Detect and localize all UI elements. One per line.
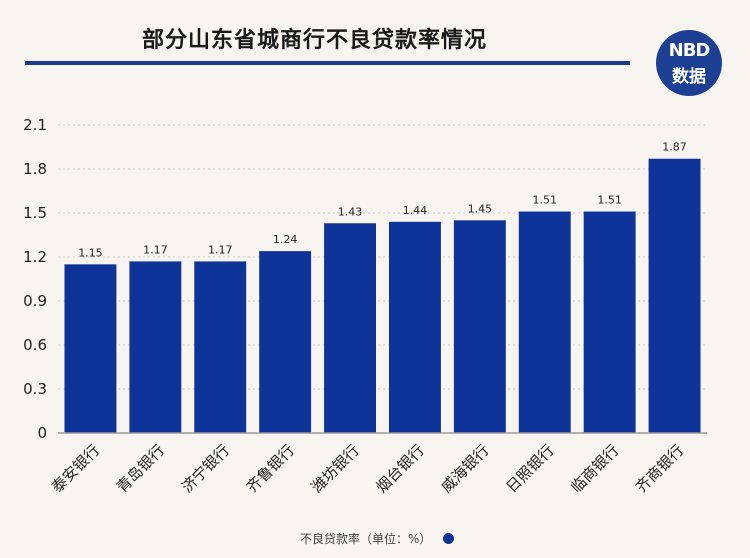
x-tick-label: 泰安银行	[48, 441, 103, 496]
x-tick-label: 临商银行	[567, 441, 622, 496]
data-label: 1.24	[273, 233, 298, 246]
x-tick-label: 威海银行	[438, 441, 493, 496]
x-tick-label: 日照银行	[502, 441, 557, 496]
x-tick-label: 青岛银行	[113, 441, 168, 496]
x-tick-label: 潍坊银行	[308, 441, 363, 496]
logo-text-top: NBD	[668, 40, 711, 61]
y-tick-label: 0.6	[23, 336, 47, 354]
data-label: 1.51	[597, 194, 622, 207]
legend-swatch	[443, 532, 455, 544]
data-label: 1.45	[468, 202, 493, 215]
y-tick-label: 1.8	[23, 160, 47, 178]
bars	[64, 158, 701, 433]
title-underline	[25, 61, 630, 65]
bar	[453, 220, 506, 433]
y-tick-label: 1.5	[23, 204, 47, 222]
data-label: 1.17	[208, 243, 233, 256]
x-axis-ticks: 泰安银行 青岛银行 济宁银行 齐鲁银行 潍坊银行 烟台银行 威海银行 日照银行 临商银行 齐商银行	[48, 441, 687, 496]
y-tick-label: 0	[37, 424, 47, 442]
bar	[583, 211, 636, 433]
legend: 不良贷款率（单位：%）	[300, 530, 455, 546]
data-label: 1.87	[662, 141, 687, 154]
y-tick-label: 0.3	[23, 380, 47, 398]
data-label: 1.15	[78, 246, 103, 259]
bar	[518, 211, 571, 433]
x-tick-label: 济宁银行	[178, 441, 233, 496]
bar	[648, 158, 701, 433]
x-tick-label: 烟台银行	[373, 441, 428, 496]
y-axis-ticks: 0 0.3 0.6 0.9 1.2 1.5 1.8 2.1	[23, 116, 47, 442]
logo-text-bottom: 数据	[672, 67, 706, 87]
x-tick-label: 齐商银行	[632, 441, 687, 496]
chart-title: 部分山东省城商行不良贷款率情况	[142, 28, 488, 53]
y-tick-label: 1.2	[23, 248, 47, 266]
data-label: 1.17	[143, 243, 168, 256]
data-label: 1.43	[338, 205, 363, 218]
y-tick-label: 2.1	[23, 116, 47, 134]
data-label: 1.44	[403, 204, 428, 217]
x-tick-label: 齐鲁银行	[243, 441, 298, 496]
bar	[324, 223, 377, 433]
bar	[64, 264, 117, 433]
bar	[388, 221, 441, 433]
data-labels: 1.15 1.17 1.17 1.24 1.43 1.44 1.45 1.51 1.51 1.87	[78, 141, 687, 260]
bar	[259, 251, 312, 433]
legend-label: 不良贷款率（单位：%）	[300, 531, 432, 546]
y-tick-label: 0.9	[23, 292, 47, 310]
bar	[194, 261, 247, 433]
bar	[129, 261, 182, 433]
data-label: 1.51	[533, 194, 558, 207]
nbd-logo: NBD 数据	[656, 30, 722, 96]
